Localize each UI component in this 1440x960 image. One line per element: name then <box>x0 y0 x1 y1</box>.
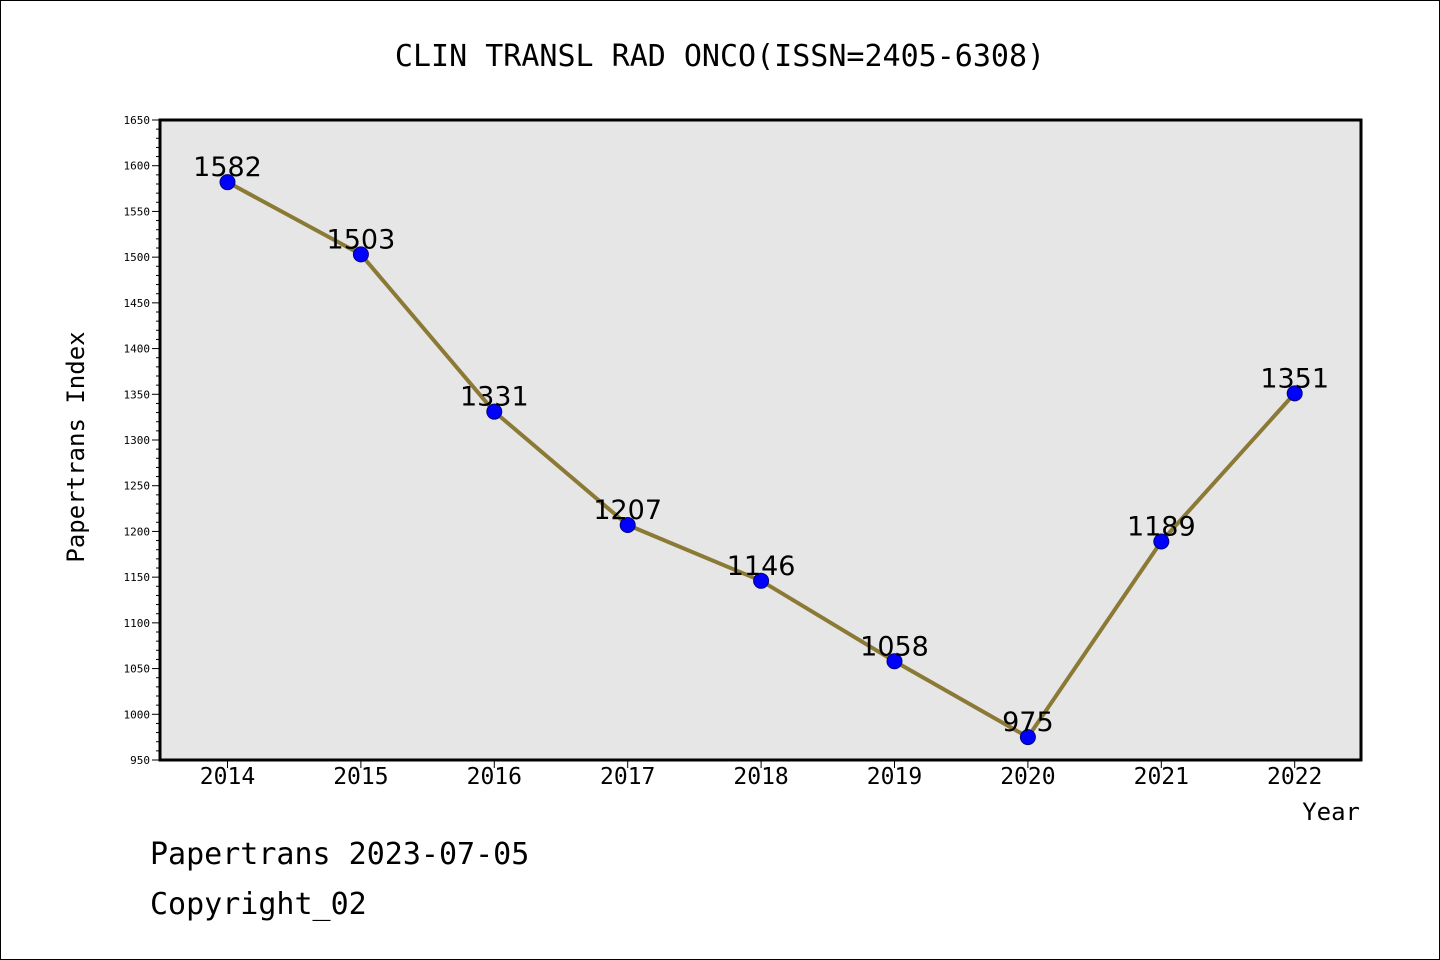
data-point-marker <box>1019 729 1036 746</box>
marker-layer <box>219 174 1303 746</box>
y-tick-label: 1350 <box>124 388 151 401</box>
data-label: 1146 <box>727 551 796 582</box>
x-tick-label: 2021 <box>1134 764 1189 790</box>
data-point-marker <box>886 653 903 670</box>
y-tick-label: 1300 <box>124 434 151 447</box>
y-axis-title: Papertrans Index <box>62 331 90 562</box>
y-tick-label: 1250 <box>124 480 151 493</box>
y-tick-label: 1650 <box>124 114 151 127</box>
y-axis: 950 1000 1050 1100 1150 1200 1250 1300 1350 1400 1… <box>124 114 160 767</box>
x-tick-label: 2020 <box>1000 764 1055 790</box>
plot-frame <box>158 118 1363 762</box>
data-label: 1351 <box>1260 363 1329 394</box>
x-tick-label: 2015 <box>333 764 388 790</box>
data-label: 975 <box>1002 707 1054 738</box>
footer-date: Papertrans 2023-07-05 <box>150 837 529 872</box>
x-tick-label: 2014 <box>200 764 255 790</box>
x-axis: 2014 2015 2016 2017 2018 2019 2020 2021 2022 <box>200 760 1322 790</box>
chart-title: CLIN TRANSL RAD ONCO(ISSN=2405-6308) <box>395 39 1045 74</box>
y-tick-label: 1600 <box>124 160 151 173</box>
data-point-marker <box>1286 385 1303 402</box>
data-label: 1189 <box>1127 511 1196 542</box>
data-point-marker <box>753 572 770 589</box>
x-tick-label: 2022 <box>1267 764 1322 790</box>
y-tick-label: 1050 <box>124 663 151 676</box>
data-point-marker <box>352 246 369 263</box>
y-tick-label: 1550 <box>124 205 151 218</box>
data-label: 1058 <box>860 631 929 662</box>
data-label-layer: 1582 1503 1331 1207 1146 1058 975 1189 1351 <box>193 152 1329 738</box>
data-point-marker <box>486 403 503 420</box>
y-tick-label: 1450 <box>124 297 151 310</box>
data-point-marker <box>219 174 236 191</box>
data-label: 1503 <box>327 224 396 255</box>
y-tick-label: 950 <box>130 754 150 767</box>
x-tick-label: 2019 <box>867 764 922 790</box>
y-tick-label: 1100 <box>124 617 151 630</box>
x-axis-title: Year <box>1302 798 1360 826</box>
data-label: 1331 <box>460 382 529 413</box>
y-tick-label: 1000 <box>124 708 151 721</box>
y-tick-label: 1150 <box>124 571 151 584</box>
data-point-marker <box>619 517 636 534</box>
plot-area <box>160 120 1361 760</box>
footer-copyright: Copyright_02 <box>150 887 367 922</box>
y-tick-label: 1200 <box>124 525 151 538</box>
x-tick-label: 2017 <box>600 764 655 790</box>
x-tick-label: 2018 <box>733 764 788 790</box>
data-point-marker <box>1153 533 1170 550</box>
y-tick-label: 1400 <box>124 343 151 356</box>
y-tick-label: 1500 <box>124 251 151 264</box>
data-label: 1207 <box>593 495 662 526</box>
data-label: 1582 <box>193 152 262 183</box>
x-tick-label: 2016 <box>467 764 522 790</box>
